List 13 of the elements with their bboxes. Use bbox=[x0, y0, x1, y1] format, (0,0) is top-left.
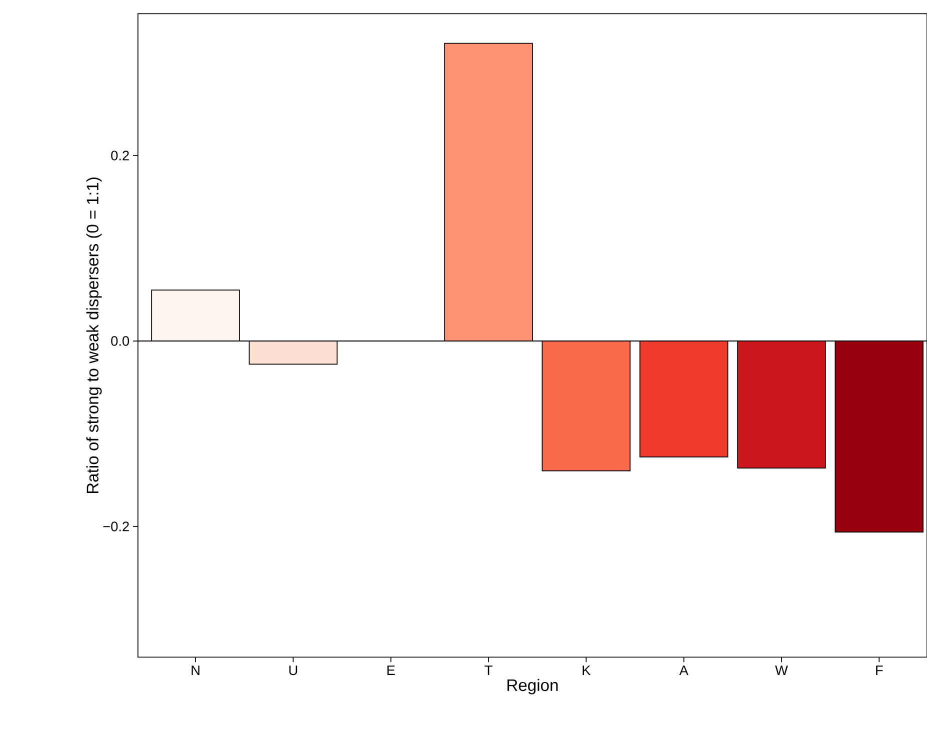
x-tick-label: U bbox=[289, 665, 298, 675]
x-tick-label: A bbox=[679, 665, 688, 675]
x-tick-label: T bbox=[484, 665, 492, 675]
x-tick-label: K bbox=[582, 665, 591, 675]
y-axis-title: Ratio of strong to weak dispersers (0 = 1:1) bbox=[86, 177, 102, 493]
x-tick-label: F bbox=[876, 665, 883, 675]
x-tick-label: W bbox=[775, 665, 788, 675]
y-tick-label: 0.2 bbox=[111, 150, 129, 160]
x-tick-label: E bbox=[387, 665, 395, 675]
y-tick-label: 0.0 bbox=[111, 336, 130, 346]
x-axis-title: Region bbox=[508, 678, 558, 694]
y-tick-label: −0.2 bbox=[103, 521, 129, 532]
x-tick-label: N bbox=[192, 665, 200, 675]
